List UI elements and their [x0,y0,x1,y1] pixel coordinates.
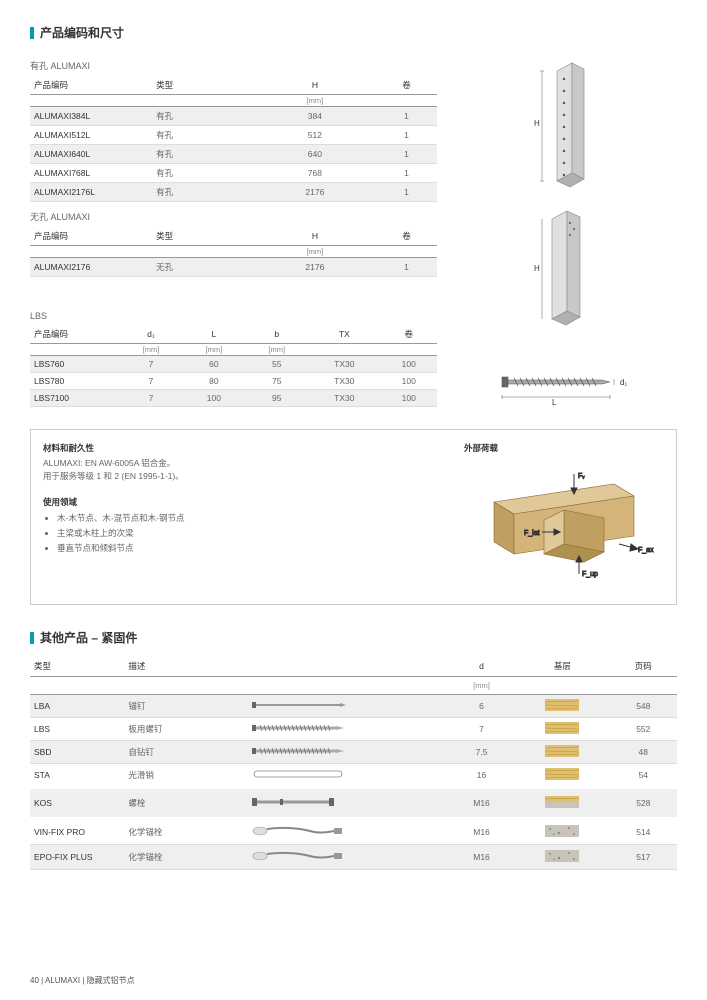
table-row: ALUMAXI768L 有孔 768 1 [30,164,437,183]
table-row: ALUMAXI2176 无孔 2176 1 [30,258,437,277]
load-title: 外部荷载 [464,442,498,454]
fastener-icon [246,741,448,764]
table-row: LBS 板用螺钉 7 552 [30,718,677,741]
table-row: LBS780 7 80 75 TX30 100 [30,373,437,390]
table-row: VIN-FIX PRO 化学锚栓 M16 514 [30,817,677,845]
table-row: SBD 自钻钉 7,5 48 [30,741,677,764]
use-item: 主梁或木柱上的次梁 [57,526,444,541]
use-item: 木-木节点、木-混节点和木-钢节点 [57,511,444,526]
svg-text:F_lat: F_lat [524,530,540,537]
svg-text:Fᵥ: Fᵥ [578,473,585,480]
base-swatch [515,817,609,845]
svg-text:F_up: F_up [582,571,598,578]
fastener-icon [246,845,448,870]
use-item: 垂直节点和倾斜节点 [57,541,444,556]
table-alu-plain: 产品编码 类型 H 卷 [mm] ALUMAXI2176 无孔 2176 1 [30,227,437,277]
material-title: 材料和耐久性 [43,442,444,455]
base-swatch [515,845,609,870]
table-row: LBS7100 7 100 95 TX30 100 [30,390,437,407]
load-diagram: Fᵥ F_lat F_ax F_up [474,462,654,592]
subtitle-plain: 无孔 ALUMAXI [30,210,437,223]
base-swatch [515,718,609,741]
table-row: ALUMAXI384L 有孔 384 1 [30,107,437,126]
table-row: STA 光滑销 16 54 [30,764,677,790]
table-row: EPO-FIX PLUS 化学锚栓 M16 517 [30,845,677,870]
table-row: LBA 锚钉 6 548 [30,695,677,718]
bracket-holes-diagram: H [522,61,612,201]
table-row: LBS760 7 60 55 TX30 100 [30,356,437,373]
table-row: ALUMAXI2176L 有孔 2176 1 [30,183,437,202]
table-fasteners: 类型 描述 d 基层 页码 [mm] LBA 锚钉 6 548 LBS 板用螺钉… [30,656,677,870]
subtitle-lbs: LBS [30,311,437,321]
bracket-plain-diagram: H [522,211,612,341]
screw-diagram: d₁ L [492,365,642,411]
th-roll: 卷 [376,76,437,95]
table-row: KOS 螺栓 M16 528 [30,789,677,817]
material-box: 材料和耐久性 ALUMAXI: EN AW-6005A 铝合金。 用于服务等级 … [30,429,677,605]
th-type: 类型 [152,76,254,95]
label-h: H [534,119,540,128]
fastener-icon [246,817,448,845]
svg-text:d₁: d₁ [620,378,627,387]
table-row: ALUMAXI512L 有孔 512 1 [30,126,437,145]
fastener-icon [246,764,448,790]
base-swatch [515,789,609,817]
base-swatch [515,695,609,718]
svg-text:L: L [552,398,557,407]
fastener-icon [246,789,448,817]
table-lbs: 产品编码 d₁ L b TX 卷 [mm][mm][mm] LBS760 7 6… [30,325,437,407]
th-code: 产品编码 [30,76,152,95]
fastener-icon [246,718,448,741]
table-alu-holes: 产品编码 类型 H 卷 [mm] ALUMAXI384L 有孔 384 1 AL… [30,76,437,202]
section-title-1: 产品编码和尺寸 [30,24,677,41]
svg-text:F_ax: F_ax [638,547,654,554]
section-title-2: 其他产品 – 紧固件 [30,629,677,646]
use-title: 使用领域 [43,496,444,509]
fastener-icon [246,695,448,718]
table-row: ALUMAXI640L 有孔 640 1 [30,145,437,164]
page-footer: 40 | ALUMAXI | 隐藏式铝节点 [30,975,135,986]
th-h: H [254,76,376,95]
base-swatch [515,764,609,790]
svg-text:H: H [534,264,540,273]
subtitle-holes: 有孔 ALUMAXI [30,59,437,72]
base-swatch [515,741,609,764]
